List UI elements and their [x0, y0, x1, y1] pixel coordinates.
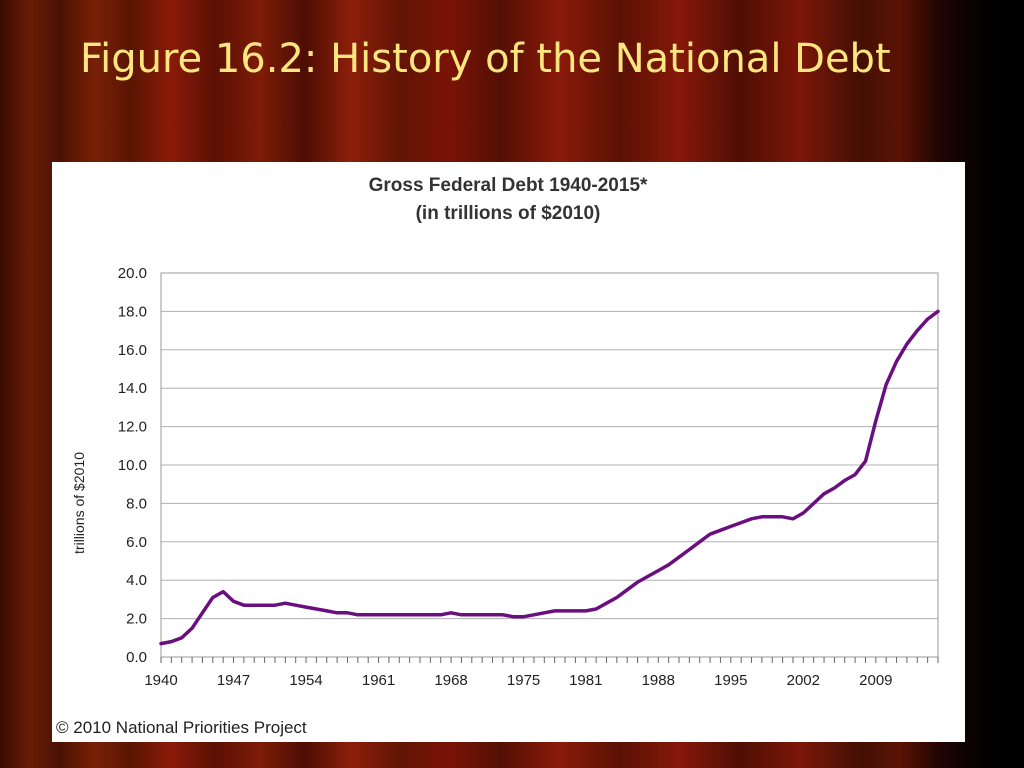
chart-title: Gross Federal Debt 1940-2015*	[369, 175, 648, 196]
y-tick-label: 14.0	[118, 380, 147, 397]
series-layer	[159, 309, 940, 646]
y-tick-label: 0.0	[126, 649, 147, 666]
series-line	[159, 309, 940, 646]
y-tick-label: 6.0	[126, 534, 147, 551]
x-tick-label: 1988	[642, 672, 675, 689]
x-tick-label: 1947	[217, 672, 250, 689]
x-tick-label: 2009	[859, 672, 892, 689]
slide-title: Figure 16.2: History of the National Deb…	[80, 36, 891, 82]
x-tick-label: 2002	[787, 672, 820, 689]
y-tick-label: 18.0	[118, 303, 147, 320]
x-tick-label: 1954	[289, 672, 322, 689]
y-tick-label: 8.0	[126, 495, 147, 512]
y-axis-label: trillions of $2010	[71, 452, 87, 554]
tick-layer: 0.0 2.0 4.0 6.0 8.0 10.0 12.0 14.0 16.0 18.0 20.0 1…	[118, 265, 939, 689]
y-tick-label: 12.0	[118, 419, 147, 436]
y-tick-label: 10.0	[118, 457, 147, 474]
y-tick-label: 16.0	[118, 342, 147, 359]
x-tick-label: 1968	[434, 672, 467, 689]
source-credit: © 2010 National Priorities Project	[56, 718, 307, 737]
debt-line-chart: Gross Federal Debt 1940-2015* (in trilli…	[71, 175, 940, 689]
x-tick-label: 1940	[144, 672, 177, 689]
y-tick-label: 20.0	[118, 265, 147, 282]
grid-layer	[160, 272, 939, 658]
x-tick-label: 1981	[569, 672, 602, 689]
y-tick-label: 2.0	[126, 611, 147, 628]
plot-frame	[160, 272, 939, 658]
x-tick-label: 1975	[507, 672, 540, 689]
y-tick-label: 4.0	[126, 572, 147, 589]
x-tick-label: 1961	[362, 672, 395, 689]
chart-subtitle: (in trillions of $2010)	[416, 203, 601, 224]
chart-card: Gross Federal Debt 1940-2015* (in trilli…	[52, 162, 965, 742]
x-tick-label: 1995	[714, 672, 747, 689]
